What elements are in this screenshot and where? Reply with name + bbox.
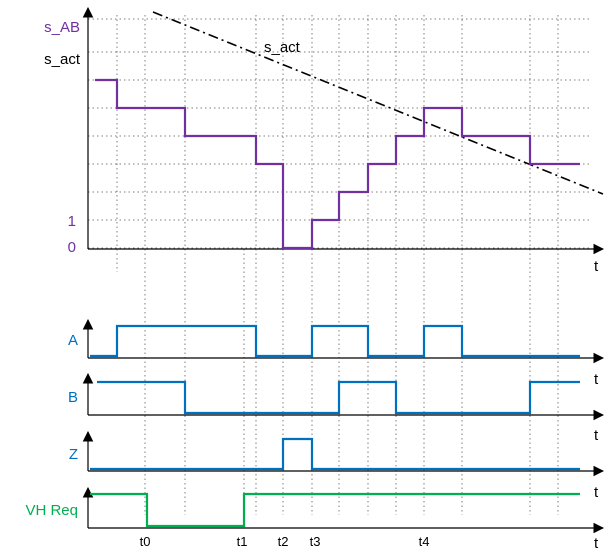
time-mark-t3: t3: [310, 534, 321, 549]
time-mark-t0: t0: [140, 534, 151, 549]
vh-req-label: VH Req: [25, 502, 78, 519]
time-mark-t2: t2: [278, 534, 289, 549]
time-axis-label-3: t: [594, 427, 599, 444]
time-axis-label-1: t: [594, 258, 599, 275]
time-axis-label-2: t: [594, 371, 599, 388]
time-axis-label-5: t: [594, 535, 599, 551]
value-one-label: 1: [68, 213, 76, 230]
s-act-line-label: s_act: [264, 39, 301, 56]
axes: [82, 6, 605, 534]
z-signal: [90, 437, 580, 471]
b-label: B: [68, 389, 78, 406]
b-signal: [97, 380, 580, 415]
time-mark-t1: t1: [237, 534, 248, 549]
s-ab-signal: [95, 78, 580, 250]
z-label: Z: [69, 446, 78, 463]
top-plot-vertical-grid: [116, 15, 559, 249]
value-zero-label: 0: [68, 239, 76, 256]
time-marks: t0 t1 t2 t3 t4: [140, 534, 430, 549]
time-axis-labels: t t t t t: [594, 258, 599, 551]
s-act-axis-label: s_act: [44, 51, 81, 68]
vh-req-signal: [90, 492, 580, 528]
time-axis-label-4: t: [594, 484, 599, 501]
s-act-line: [152, 11, 604, 195]
s-ab-label: s_AB: [44, 19, 80, 36]
a-label: A: [68, 332, 78, 349]
a-signal: [90, 324, 580, 358]
time-mark-t4: t4: [419, 534, 430, 549]
